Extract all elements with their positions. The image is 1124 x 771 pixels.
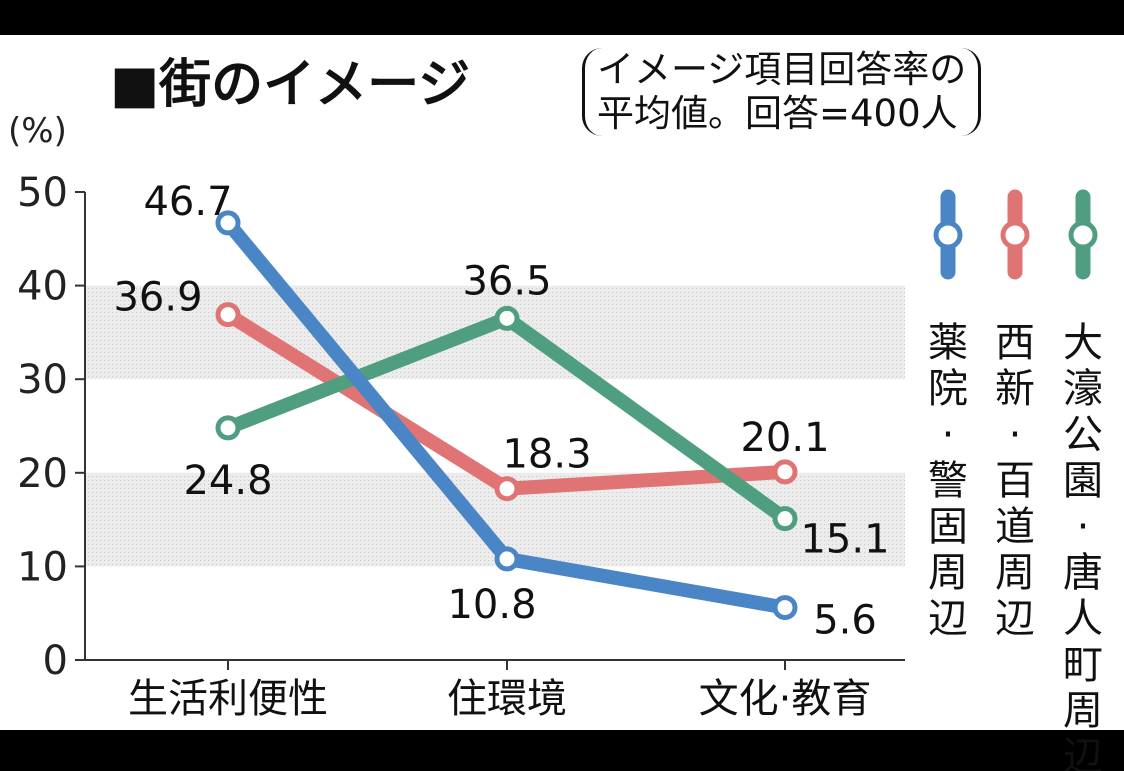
x-tick-label: 文化·教育 bbox=[699, 676, 872, 722]
grid-band bbox=[85, 285, 905, 380]
y-tick-label: 50 bbox=[17, 170, 68, 216]
legend-label-ohori: 大濠公園·唐人町周辺 bbox=[1063, 320, 1103, 771]
y-axis-label: (%) bbox=[8, 111, 67, 151]
y-tick-label: 10 bbox=[17, 544, 68, 590]
legend-label-yakuin: 薬院·警固周辺 bbox=[928, 320, 968, 642]
chart-canvas bbox=[0, 35, 1124, 730]
chart-title: ■街のイメージ bbox=[110, 55, 471, 115]
data-label: 15.1 bbox=[800, 517, 889, 563]
data-point bbox=[772, 506, 798, 532]
data-point bbox=[494, 546, 520, 572]
data-point bbox=[215, 210, 241, 236]
subtitle-line: 平均値。回答=400人 bbox=[597, 92, 958, 135]
chart-subtitle: イメージ項目回答率の 平均値。回答=400人 bbox=[582, 48, 982, 136]
x-tick-label: 生活利便性 bbox=[128, 676, 328, 722]
y-tick-label: 0 bbox=[43, 638, 68, 684]
data-point bbox=[494, 305, 520, 331]
data-label: 36.9 bbox=[113, 275, 202, 321]
x-tick-label: 住環境 bbox=[447, 676, 567, 722]
data-point bbox=[772, 459, 798, 485]
legend-swatch-marker bbox=[1000, 220, 1030, 250]
legend-label-nishijin: 西新·百道周辺 bbox=[995, 320, 1035, 642]
legend-swatch-marker bbox=[933, 220, 963, 250]
data-label: 24.8 bbox=[183, 458, 272, 504]
y-tick-label: 30 bbox=[17, 357, 68, 403]
data-label: 18.3 bbox=[502, 432, 591, 478]
data-point bbox=[215, 302, 241, 328]
legend-swatch-marker bbox=[1068, 220, 1098, 250]
data-label: 5.6 bbox=[813, 598, 877, 644]
data-label: 46.7 bbox=[143, 179, 232, 225]
y-tick-label: 40 bbox=[17, 264, 68, 310]
data-label: 20.1 bbox=[740, 415, 829, 461]
subtitle-line: イメージ項目回答率の bbox=[597, 48, 967, 91]
data-label: 36.5 bbox=[462, 258, 551, 304]
data-point bbox=[772, 595, 798, 621]
data-point bbox=[494, 476, 520, 502]
data-point bbox=[215, 415, 241, 441]
y-tick-label: 20 bbox=[17, 451, 68, 497]
data-label: 10.8 bbox=[447, 582, 536, 628]
